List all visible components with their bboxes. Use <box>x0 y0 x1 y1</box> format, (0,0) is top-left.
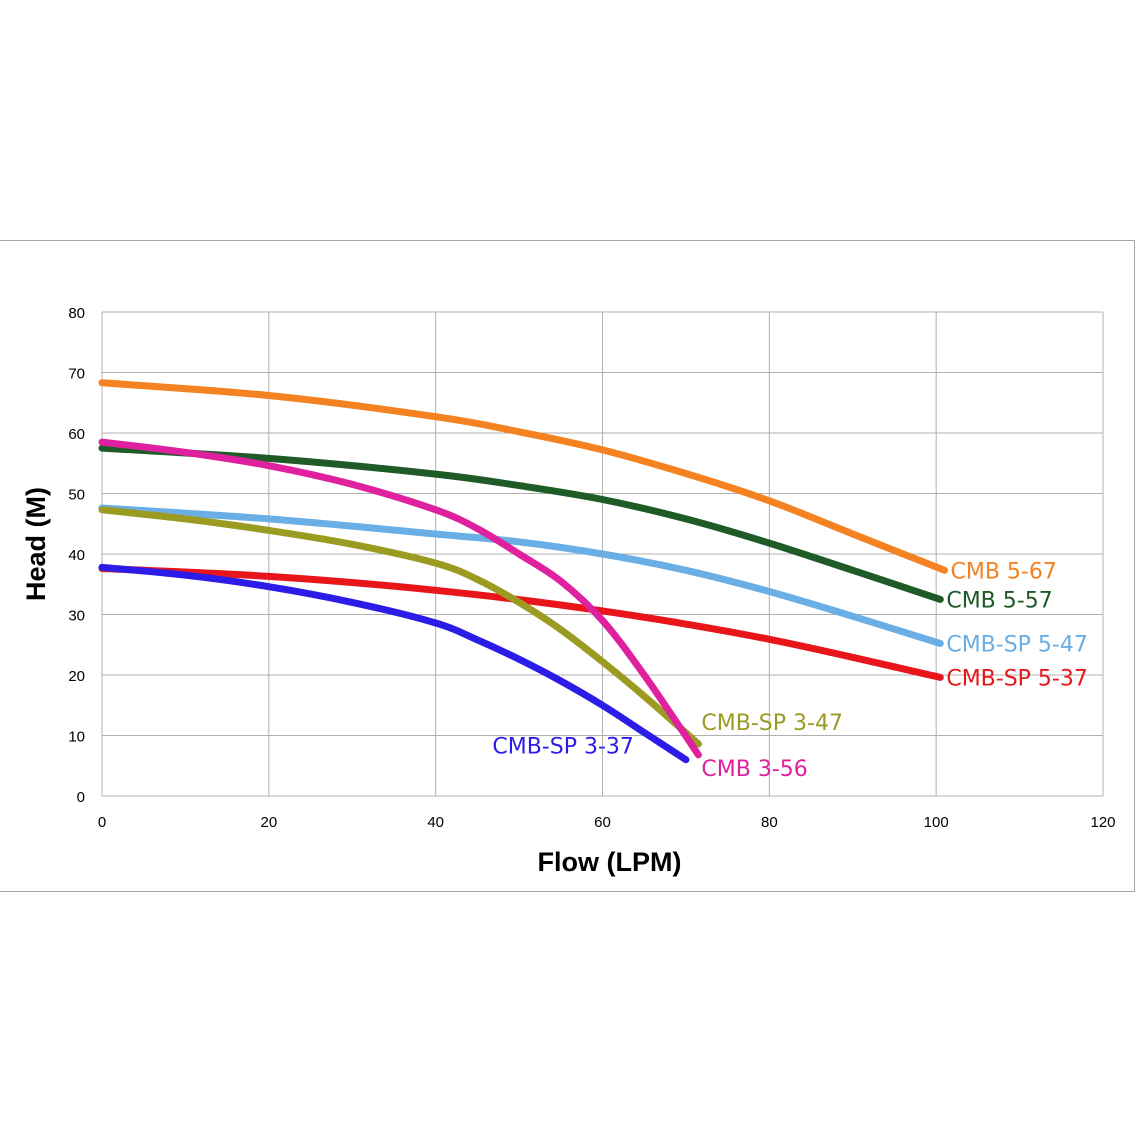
y-tick-label: 50 <box>68 487 85 504</box>
y-tick-label: 70 <box>68 366 85 383</box>
series-label: CMB-SP 5-37 <box>946 666 1088 691</box>
y-tick-labels: 0 10 20 30 40 50 60 70 80 <box>68 305 85 806</box>
series-line <box>98 506 702 748</box>
series-line <box>98 444 944 603</box>
series-line <box>98 565 944 681</box>
y-tick-label: 10 <box>68 729 85 746</box>
series-label: CMB-SP 5-47 <box>946 633 1088 658</box>
series-line <box>98 504 944 647</box>
y-tick-label: 0 <box>77 789 85 806</box>
x-tick-label: 60 <box>594 814 611 831</box>
series-lines <box>98 379 948 764</box>
series-labels: CMB 5-67 CMB 5-57 CMB-SP 5-47 CMB-SP 5-37 CM… <box>492 559 1087 782</box>
x-tick-label: 20 <box>260 814 277 831</box>
x-axis-title: Flow (LPM) <box>538 847 682 877</box>
x-tick-label: 100 <box>924 814 949 831</box>
y-tick-label: 30 <box>68 608 85 625</box>
series-label: CMB 3-56 <box>701 757 807 782</box>
x-tick-labels: 0 20 40 60 80 100 120 <box>98 814 1116 831</box>
x-tick-label: 80 <box>761 814 778 831</box>
series-label: CMB-SP 3-37 <box>492 735 634 760</box>
y-tick-label: 60 <box>68 426 85 443</box>
series-line <box>98 379 948 574</box>
chart-frame <box>0 240 1135 892</box>
series-label: CMB-SP 3-47 <box>701 711 843 736</box>
series-label: CMB 5-67 <box>951 559 1057 584</box>
y-tick-label: 80 <box>68 305 85 322</box>
series-line <box>98 563 690 764</box>
series-label: CMB 5-57 <box>946 588 1052 613</box>
series-line <box>98 438 702 759</box>
y-axis-title: Head (M) <box>21 487 51 601</box>
y-tick-label: 40 <box>68 547 85 564</box>
x-tick-label: 0 <box>98 814 106 831</box>
x-tick-label: 40 <box>427 814 444 831</box>
y-tick-label: 20 <box>68 668 85 685</box>
x-tick-label: 120 <box>1090 814 1115 831</box>
